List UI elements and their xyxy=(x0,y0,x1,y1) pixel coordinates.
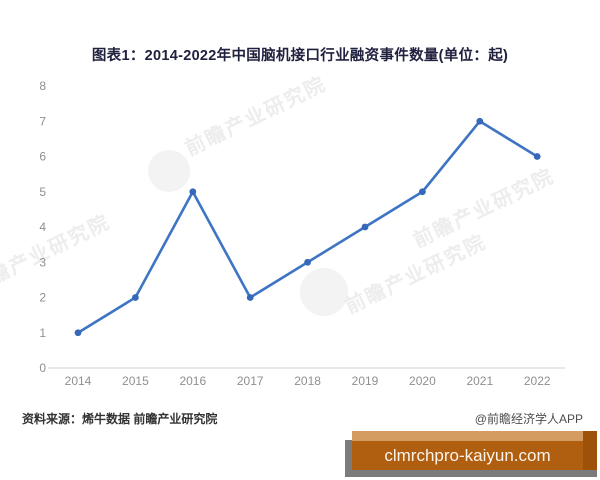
chart-title: 图表1：2014-2022年中国脑机接口行业融资事件数量(单位：起) xyxy=(91,48,509,64)
data-point-marker xyxy=(246,294,254,301)
y-tick-label: 8 xyxy=(39,79,46,93)
data-point-marker xyxy=(476,117,484,125)
data-point-marker xyxy=(74,329,82,337)
x-tick-label: 2014 xyxy=(65,374,92,388)
x-tick-label: 2021 xyxy=(466,374,493,388)
x-tick-label: 2020 xyxy=(409,374,436,388)
y-tick-label: 6 xyxy=(39,150,46,164)
y-tick-label: 0 xyxy=(39,361,46,375)
x-tick-label: 2022 xyxy=(524,374,551,388)
data-point-marker xyxy=(361,223,369,231)
data-point-marker xyxy=(419,188,426,196)
url-banner-top-strip xyxy=(352,431,583,441)
x-tick-label: 2017 xyxy=(237,374,264,388)
url-banner: clmrchpro-kaiyun.com xyxy=(352,441,583,470)
data-point-marker xyxy=(304,258,311,266)
url-banner-right-strip xyxy=(583,431,597,470)
data-point-marker xyxy=(533,153,541,160)
line-chart: 0 1 2 3 4 5 6 7 8 2014 2015 2016 2017 2018 2019 2020 202… xyxy=(39,79,565,388)
y-tick-label: 3 xyxy=(39,255,46,269)
x-tick-label: 2015 xyxy=(122,374,149,388)
x-tick-label: 2016 xyxy=(179,374,206,388)
source-note: 资料来源：烯牛数据 前瞻产业研究院 xyxy=(22,412,218,426)
data-point-marker xyxy=(132,294,139,301)
data-line xyxy=(76,119,539,335)
y-tick-label: 5 xyxy=(39,185,46,199)
data-point-marker xyxy=(189,188,197,196)
y-tick-label: 4 xyxy=(39,220,46,234)
x-tick-label: 2018 xyxy=(294,374,321,388)
y-tick-label: 2 xyxy=(39,291,46,305)
credit-label: @前瞻经济学人APP xyxy=(474,412,583,426)
y-tick-label: 1 xyxy=(39,326,46,340)
y-tick-label: 7 xyxy=(39,114,46,128)
x-tick-label: 2019 xyxy=(352,374,379,388)
